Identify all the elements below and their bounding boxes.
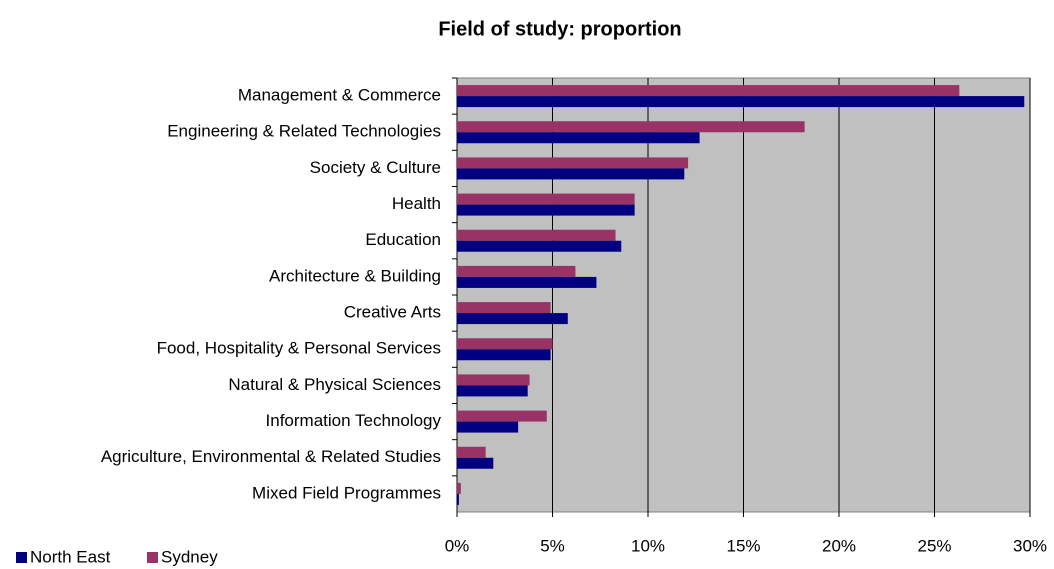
x-tick-label: 15% bbox=[726, 536, 760, 555]
bar bbox=[457, 193, 635, 205]
bar bbox=[457, 168, 685, 180]
x-tick-label: 10% bbox=[631, 536, 665, 555]
bar bbox=[457, 349, 551, 361]
bar bbox=[457, 385, 528, 397]
chart-title: Field of study: proportion bbox=[438, 18, 681, 40]
bar bbox=[457, 265, 576, 277]
bar bbox=[457, 157, 689, 169]
legend-label: Sydney bbox=[161, 547, 218, 566]
bar bbox=[457, 85, 960, 97]
legend-swatch bbox=[16, 552, 27, 563]
bar bbox=[457, 493, 459, 505]
bar bbox=[457, 410, 547, 422]
y-tick-label: Information Technology bbox=[266, 411, 442, 430]
bar bbox=[457, 132, 700, 144]
bar bbox=[457, 421, 519, 433]
bar bbox=[457, 482, 461, 494]
y-tick-label: Society & Culture bbox=[310, 158, 441, 177]
y-tick-label: Agriculture, Environmental & Related Stu… bbox=[101, 447, 441, 466]
x-tick-label: 0% bbox=[445, 536, 470, 555]
y-tick-label: Management & Commerce bbox=[238, 86, 441, 105]
bar bbox=[457, 338, 553, 350]
y-tick-label: Health bbox=[392, 194, 441, 213]
x-tick-label: 25% bbox=[917, 536, 951, 555]
y-tick-label: Natural & Physical Sciences bbox=[228, 375, 441, 394]
bar bbox=[457, 313, 568, 325]
bar bbox=[457, 96, 1025, 108]
bar bbox=[457, 457, 494, 469]
bar bbox=[457, 374, 530, 386]
x-tick-label: 5% bbox=[540, 536, 565, 555]
y-tick-label: Food, Hospitality & Personal Services bbox=[157, 339, 441, 358]
bar bbox=[457, 121, 805, 133]
bar bbox=[457, 302, 551, 314]
legend-swatch bbox=[147, 552, 158, 563]
y-tick-label: Engineering & Related Technologies bbox=[167, 122, 441, 141]
y-tick-label: Creative Arts bbox=[344, 303, 441, 322]
bar bbox=[457, 229, 616, 241]
x-tick-label: 30% bbox=[1013, 536, 1047, 555]
bar bbox=[457, 446, 486, 458]
bar bbox=[457, 240, 622, 252]
x-tick-label: 20% bbox=[822, 536, 856, 555]
bar bbox=[457, 204, 635, 216]
legend-label: North East bbox=[30, 547, 111, 566]
bar bbox=[457, 276, 597, 288]
y-tick-label: Education bbox=[365, 230, 441, 249]
y-tick-label: Architecture & Building bbox=[269, 266, 441, 285]
y-tick-label: Mixed Field Programmes bbox=[252, 483, 441, 502]
